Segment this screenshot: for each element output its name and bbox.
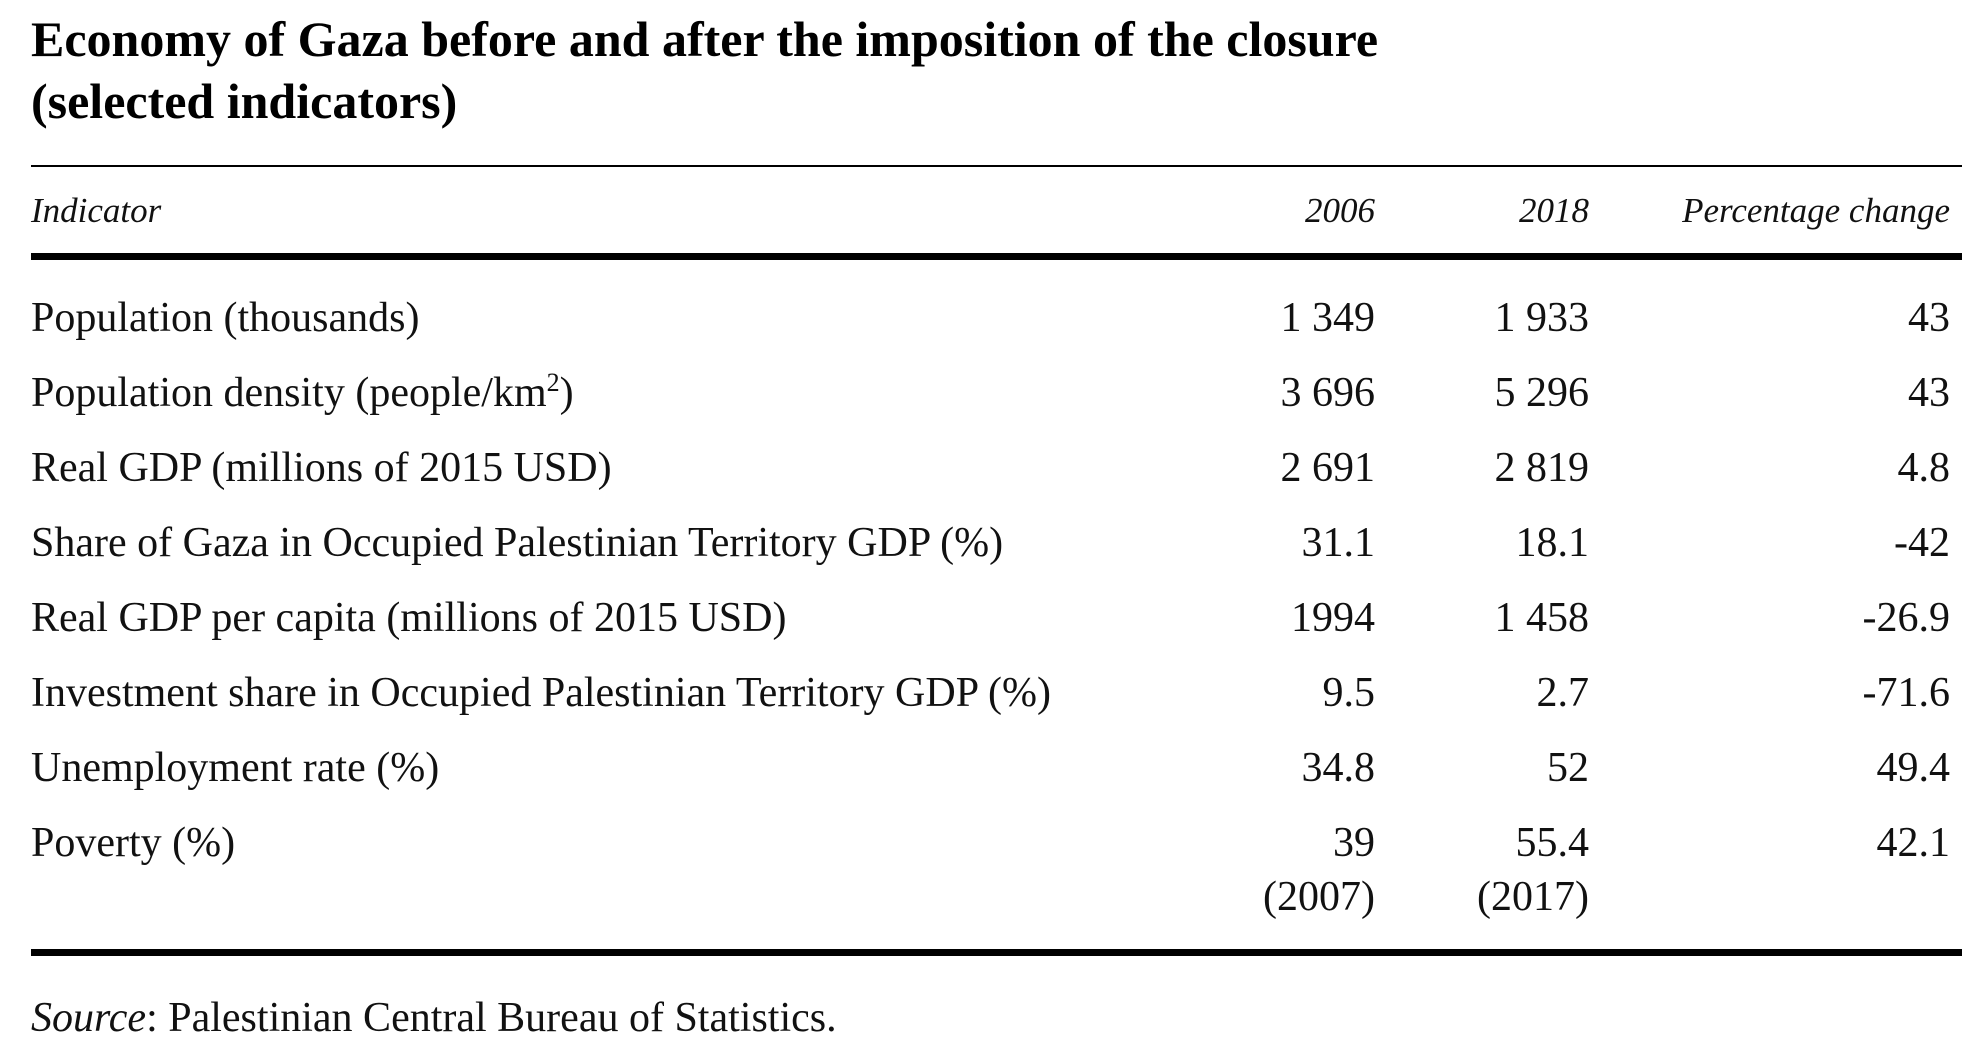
table-row: Population density (people/km2) 3 696 5 …: [31, 367, 1962, 419]
table-row: Real GDP (millions of 2015 USD) 2 691 2 …: [31, 442, 1962, 494]
source-note: Source: Palestinian Central Bureau of St…: [31, 992, 837, 1044]
row-value-2018: 18.1: [1515, 520, 1590, 566]
row-value-2006: 39 (2007): [1263, 817, 1375, 925]
row-value-2006: 1994: [1291, 595, 1375, 641]
row-percentage-change: 4.8: [1897, 445, 1951, 491]
row-percentage-change: -71.6: [1862, 670, 1951, 716]
table-row: Poverty (%) 39 (2007) 55.4 (2017) 42.1: [31, 817, 1962, 929]
row-value-2018: 5 296: [1494, 370, 1590, 416]
row-value-2018: 2.7: [1536, 670, 1590, 716]
row-value-2006: 9.5: [1322, 670, 1376, 716]
row-indicator: Population density (people/km2): [31, 367, 574, 419]
header-year-2006: 2006: [1305, 191, 1375, 230]
row-value-2018-note: (2017): [1477, 874, 1589, 920]
row-value-2006: 34.8: [1301, 745, 1376, 791]
row-percentage-change: 42.1: [1876, 820, 1951, 866]
row-value-2006: 3 696: [1280, 370, 1376, 416]
row-value-2006: 2 691: [1280, 445, 1376, 491]
table-title-line-1: Economy of Gaza before and after the imp…: [31, 11, 1379, 67]
row-value-2006-note: (2007): [1263, 874, 1375, 920]
bottom-rule: [31, 949, 1962, 956]
table-row: Investment share in Occupied Palestinian…: [31, 667, 1962, 719]
table-row: Share of Gaza in Occupied Palestinian Te…: [31, 517, 1962, 569]
header-percentage-change: Percentage change: [1682, 191, 1950, 230]
row-value-2018: 52: [1547, 745, 1589, 791]
superscript-2: 2: [546, 368, 560, 397]
row-indicator: Real GDP per capita (millions of 2015 US…: [31, 595, 787, 641]
table-body: Population (thousands) 1 349 1 933 43 Po…: [31, 292, 1962, 942]
row-indicator-text: Population density (people/km: [31, 370, 547, 416]
row-value-2018: 2 819: [1494, 445, 1590, 491]
header-rule: [31, 253, 1962, 260]
table-header: Indicator 2006 2018 Percentage change: [31, 188, 1962, 234]
table-row: Unemployment rate (%) 34.8 52 49.4: [31, 742, 1962, 794]
source-text: : Palestinian Central Bureau of Statisti…: [146, 995, 837, 1041]
row-percentage-change: -42: [1894, 520, 1950, 566]
table-row: Population (thousands) 1 349 1 933 43: [31, 292, 1962, 344]
row-indicator: Investment share in Occupied Palestinian…: [31, 670, 1051, 716]
table-title: Economy of Gaza before and after the imp…: [31, 8, 1931, 132]
row-percentage-change: 43: [1908, 295, 1950, 341]
row-value-2006: 31.1: [1301, 520, 1376, 566]
header-year-2018: 2018: [1519, 191, 1589, 230]
source-label: Source: [31, 995, 147, 1041]
row-value-2018: 55.4 (2017): [1477, 817, 1589, 925]
row-value-2018: 1 458: [1494, 595, 1590, 641]
row-value-2006-main: 39: [1333, 820, 1375, 866]
row-value-2006: 1 349: [1280, 295, 1376, 341]
table-row: Real GDP per capita (millions of 2015 US…: [31, 592, 1962, 644]
row-indicator: Unemployment rate (%): [31, 745, 440, 791]
row-indicator-tail: ): [559, 370, 574, 416]
table-title-line-2: (selected indicators): [31, 73, 458, 129]
row-indicator: Population (thousands): [31, 295, 420, 341]
row-value-2018-main: 55.4: [1515, 820, 1590, 866]
row-value-2018: 1 933: [1494, 295, 1590, 341]
header-indicator: Indicator: [31, 191, 162, 230]
row-percentage-change: -26.9: [1862, 595, 1951, 641]
row-indicator: Share of Gaza in Occupied Palestinian Te…: [31, 520, 1004, 566]
row-percentage-change: 49.4: [1876, 745, 1951, 791]
row-indicator: Poverty (%): [31, 820, 236, 866]
top-rule: [31, 165, 1962, 167]
row-percentage-change: 43: [1908, 370, 1950, 416]
row-indicator: Real GDP (millions of 2015 USD): [31, 445, 612, 491]
